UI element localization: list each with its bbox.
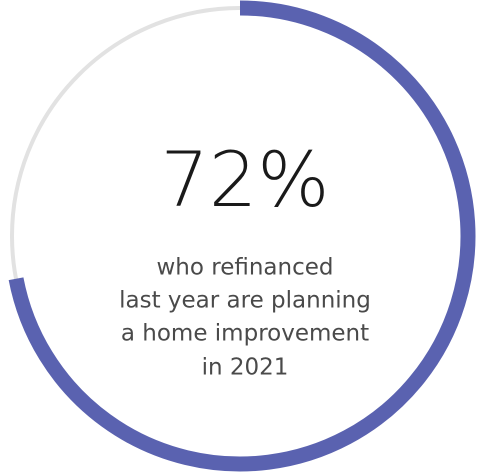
- ring-arc: [8, 0, 476, 472]
- caption-line: last year are planning: [119, 288, 371, 314]
- value-label: 72%: [161, 135, 330, 224]
- caption-line: a home improvement: [121, 321, 369, 347]
- caption-line: in 2021: [202, 355, 289, 381]
- caption-line: who refinanced: [156, 255, 333, 281]
